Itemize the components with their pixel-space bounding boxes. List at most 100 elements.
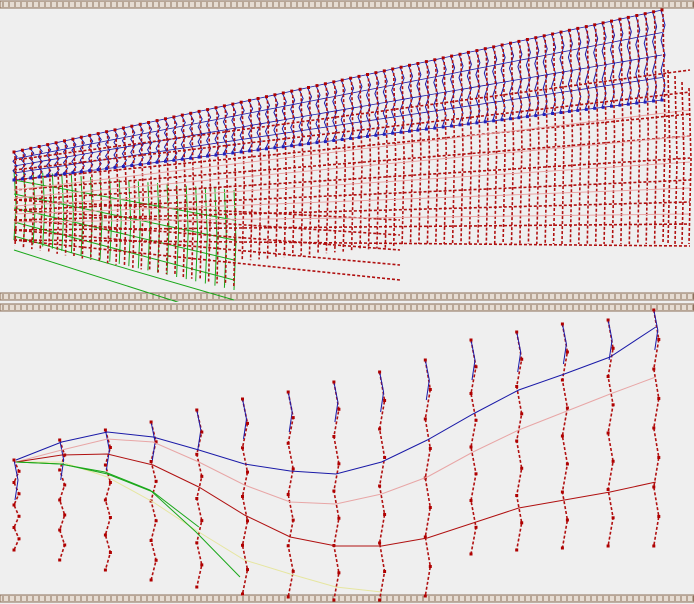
red-column [552, 37, 557, 245]
column-10 [423, 358, 432, 598]
column-band-node [601, 105, 605, 109]
red-column [216, 111, 220, 284]
column-band-node [433, 126, 437, 130]
column-top-node [475, 49, 479, 53]
column-band-node [450, 124, 454, 128]
column-node [652, 544, 656, 548]
column-band-node [113, 166, 117, 169]
red-column [620, 23, 624, 245]
red-column [594, 28, 599, 245]
column-band-node [307, 142, 310, 146]
column-band-node [273, 146, 277, 150]
blue-column [113, 129, 119, 168]
red-column [578, 32, 582, 245]
column-12 [515, 330, 524, 552]
column-top-node [79, 135, 83, 139]
blue-column [517, 41, 523, 118]
red-column [266, 100, 271, 259]
column-top-node [374, 71, 378, 75]
column-node [652, 426, 656, 430]
green-rail-line [13, 249, 180, 302]
column-node [423, 358, 427, 362]
column-top-node [130, 124, 134, 128]
column-band-node [37, 175, 41, 179]
red-column [56, 146, 60, 254]
column-top-node [610, 19, 613, 23]
column-node [58, 528, 62, 532]
green-column [157, 182, 161, 273]
column-top-node [660, 8, 664, 12]
blue-column [46, 144, 52, 177]
blue-column [172, 116, 178, 161]
green-column [70, 175, 74, 254]
green-rail-line [13, 235, 235, 301]
column-top-node [172, 115, 176, 119]
green-column [214, 188, 218, 286]
red-lower-rail [13, 229, 401, 266]
column-node [332, 489, 336, 493]
blue-columns [12, 9, 666, 181]
column-band-node [46, 174, 50, 178]
red-column [536, 41, 540, 245]
column-node [58, 468, 62, 472]
column-band-node [189, 156, 193, 160]
column-node [606, 431, 610, 435]
column-top-node [357, 74, 361, 78]
column-band-node [458, 123, 462, 127]
red-longitudinal [13, 223, 691, 231]
column-band-node [29, 176, 33, 180]
column-top-node [349, 76, 353, 80]
column-top-node [273, 93, 277, 97]
blue-column [559, 31, 565, 113]
column-band-node [441, 125, 445, 129]
column-node [241, 397, 244, 401]
column-node [337, 571, 341, 575]
blue-column [483, 48, 489, 122]
red-edge-column [667, 69, 671, 245]
column-node [12, 503, 16, 507]
column-top-node [180, 113, 184, 117]
column-node [241, 495, 244, 498]
red-column [199, 115, 203, 281]
blue-column [340, 79, 346, 140]
column-blue-tip [287, 391, 293, 433]
column-band-node [534, 114, 538, 118]
column-node [423, 535, 427, 539]
column-node [149, 460, 153, 463]
column-band-node [483, 120, 487, 124]
column-node [515, 494, 519, 497]
blue-column [391, 68, 397, 134]
column-top-node [534, 36, 538, 40]
red-column [190, 117, 195, 279]
column-band-node [357, 135, 361, 139]
top-rail [0, 303, 694, 312]
column-top-node [189, 111, 193, 115]
column-node [337, 407, 341, 411]
red-column [637, 19, 641, 245]
column-node [332, 598, 336, 602]
column-node [241, 592, 244, 596]
column-node [520, 466, 524, 470]
column-node [378, 598, 382, 602]
column-top-node [164, 117, 167, 121]
column-top-node [567, 28, 571, 32]
red-column [451, 60, 456, 245]
blue-column [399, 67, 405, 133]
red-column [140, 128, 145, 270]
blue-column [349, 78, 355, 139]
column-node [103, 428, 107, 432]
column-band-node [408, 129, 411, 133]
red-column [376, 76, 380, 249]
red-column [47, 148, 52, 253]
column-band-node [248, 149, 252, 153]
blue-column [508, 43, 515, 119]
column-top-node [197, 109, 201, 113]
red-column [569, 34, 574, 245]
red-lower-rail [13, 199, 401, 221]
column-node [657, 397, 661, 400]
column-node [103, 463, 107, 467]
column-node [58, 558, 62, 562]
column-node [108, 446, 112, 449]
blue-column [357, 76, 363, 138]
red-column [174, 120, 178, 276]
